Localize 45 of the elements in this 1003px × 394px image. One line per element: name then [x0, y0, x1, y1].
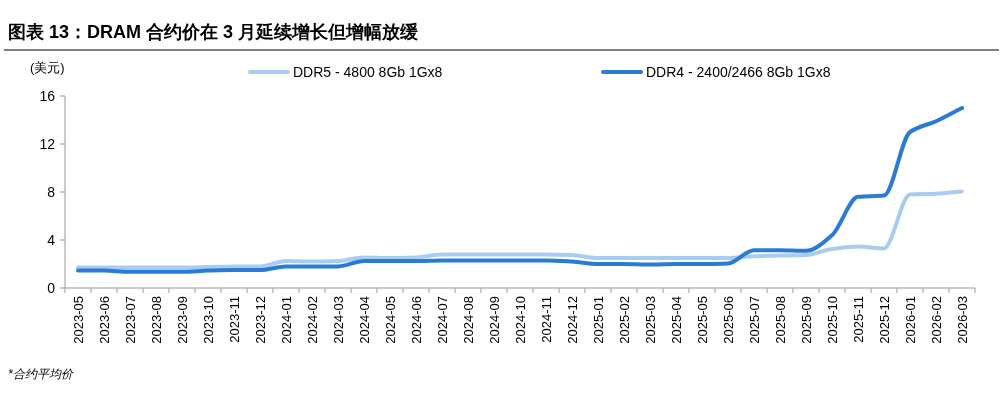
- x-tick-label: 2024-12: [565, 296, 580, 344]
- x-tick-label: 2024-03: [331, 296, 346, 344]
- y-tick-label: 16: [39, 88, 56, 104]
- x-tick-label: 2023-11: [227, 296, 242, 343]
- chart-title: 图表 13：DRAM 合约价在 3 月延续增长但增幅放缓: [8, 22, 420, 42]
- x-tick-label: 2023-10: [201, 296, 216, 344]
- x-tick-label: 2023-08: [149, 296, 164, 344]
- x-tick-label: 2023-06: [97, 296, 112, 344]
- x-tick-label: 2025-03: [643, 296, 658, 344]
- x-tick-label: 2024-06: [409, 296, 424, 344]
- x-tick-label: 2024-01: [279, 296, 294, 344]
- x-tick-label: 2025-06: [721, 296, 736, 344]
- x-tick-label: 2024-09: [487, 296, 502, 344]
- x-tick-label: 2025-07: [747, 296, 762, 344]
- legend-label: DDR5 - 4800 8Gb 1Gx8: [293, 64, 443, 80]
- x-tick-label: 2025-10: [825, 296, 840, 344]
- x-tick-label: 2025-02: [617, 296, 632, 344]
- x-tick-label: 2024-11: [539, 296, 554, 343]
- y-tick-label: 8: [47, 184, 56, 200]
- x-tick-label: 2025-09: [799, 296, 814, 344]
- x-tick-label: 2024-08: [461, 296, 476, 344]
- x-tick-label: 2026-03: [955, 296, 970, 344]
- x-tick-label: 2025-01: [591, 296, 606, 344]
- x-tick-label: 2026-01: [903, 296, 918, 344]
- text: *合约平均价: [8, 367, 74, 381]
- x-tick-label: 2023-12: [253, 296, 268, 344]
- x-tick-label: 2025-12: [877, 296, 892, 344]
- y-tick-label: 12: [39, 136, 56, 152]
- x-tick-label: 2025-11: [851, 296, 866, 343]
- x-tick-label: 2023-05: [71, 296, 86, 344]
- x-tick-label: 2025-04: [669, 296, 684, 344]
- y-tick-label: 0: [47, 280, 56, 296]
- legend-label: DDR4 - 2400/2466 8Gb 1Gx8: [646, 64, 831, 80]
- y-tick-label: 4: [47, 232, 56, 248]
- x-tick-label: 2023-07: [123, 296, 138, 344]
- x-tick-label: 2024-10: [513, 296, 528, 344]
- x-tick-label: 2026-02: [929, 296, 944, 344]
- x-tick-label: 2025-05: [695, 296, 710, 344]
- x-tick-label: 2024-04: [357, 296, 372, 344]
- y-axis-title: (美元): [30, 60, 65, 75]
- x-tick-label: 2024-05: [383, 296, 398, 344]
- x-tick-label: 2024-07: [435, 296, 450, 344]
- x-tick-label: 2025-08: [773, 296, 788, 344]
- x-tick-label: 2024-02: [305, 296, 320, 344]
- x-tick-label: 2023-09: [175, 296, 190, 344]
